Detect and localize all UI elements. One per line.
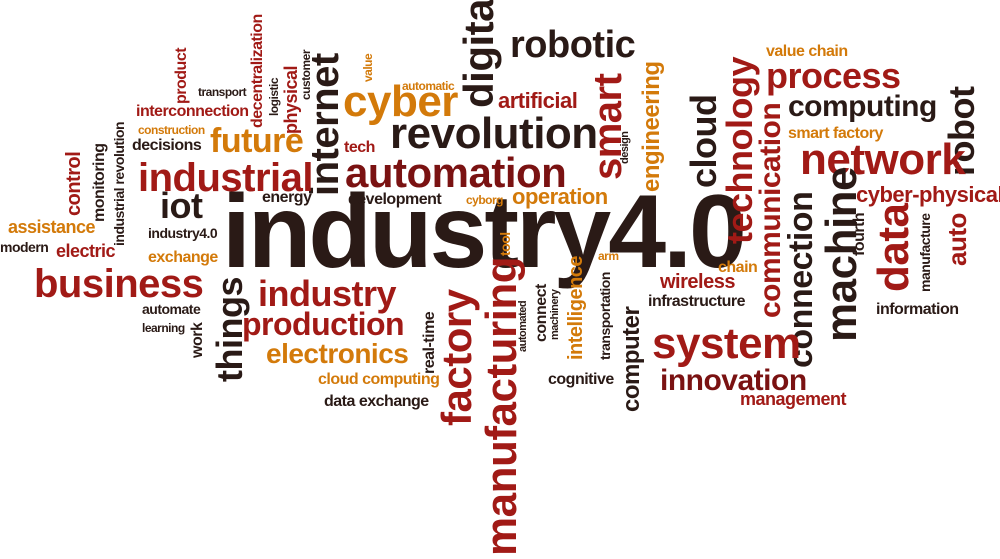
word-factory: factory — [433, 289, 480, 426]
word-physical: physical — [281, 65, 301, 134]
word-automate: automate — [142, 301, 201, 317]
word-computer: computer — [618, 306, 645, 412]
word-value: value — [361, 53, 375, 82]
word-transportation: transportation — [597, 272, 613, 360]
word-industry: industry — [258, 273, 397, 314]
word-electronics: electronics — [266, 338, 409, 369]
word-machinery: machinery — [549, 289, 561, 340]
word-energy: energy — [262, 189, 312, 206]
word-smart: smart — [586, 73, 630, 180]
word-future: future — [210, 122, 304, 160]
word-cyber: cyber — [343, 77, 458, 126]
word-process: process — [766, 55, 901, 96]
word-digital: digital — [455, 0, 502, 108]
word-product: product — [173, 47, 190, 104]
word-network: network — [800, 135, 966, 184]
word-iot: iot — [160, 185, 203, 226]
word-automated: automated — [517, 300, 529, 352]
word-work: work — [189, 322, 206, 358]
word-industrial: industrial — [138, 156, 314, 200]
word-business: business — [34, 262, 204, 306]
word-customer: customer — [299, 49, 313, 100]
word-intelligence: intelligence — [565, 255, 587, 360]
word-transport: transport — [198, 85, 247, 99]
word-industrial-revolution: industrial revolution — [111, 121, 127, 246]
word-interconnection: interconnection — [136, 103, 249, 120]
word-arm: arm — [598, 249, 619, 263]
word-computing: computing — [788, 90, 937, 123]
word-infrastructure: infrastructure — [648, 293, 746, 310]
word-artificial: artificial — [498, 88, 578, 113]
word-cloud-computing: cloud computing — [318, 371, 440, 388]
word-data-exchange: data exchange — [324, 393, 429, 410]
word-connect: connect — [533, 284, 550, 342]
word-cyborg: cyborg — [466, 193, 504, 207]
word-things: things — [209, 277, 250, 382]
word-system: system — [652, 319, 801, 368]
word-data: data — [869, 203, 918, 292]
word-production: production — [242, 306, 405, 342]
word-cyber-physical: cyber-physical — [856, 182, 1000, 207]
word-chain: chain — [718, 259, 758, 276]
word-manufacture: manufacture — [917, 213, 933, 292]
word-auto: auto — [942, 213, 972, 266]
word-tech: tech — [344, 139, 375, 156]
word-decentralization: decentralization — [249, 14, 266, 128]
word-technology: technology — [719, 56, 760, 244]
word-industry40: industry4.0 — [222, 174, 747, 290]
word-real-time: real-time — [421, 311, 438, 374]
word-learning: learning — [142, 321, 185, 335]
word-cloud: cloud — [683, 94, 724, 189]
word-industry40-small: industry4.0 — [148, 225, 218, 241]
word-decisions: decisions — [132, 137, 202, 154]
word-exchange: exchange — [148, 249, 218, 266]
word-cognitive: cognitive — [548, 371, 614, 388]
word-operation: operation — [512, 184, 608, 209]
word-control: control — [63, 151, 85, 216]
word-value-chain: value chain — [766, 43, 848, 60]
word-automatic: automatic — [402, 79, 455, 93]
word-monitoring: monitoring — [91, 143, 108, 222]
word-electric: electric — [56, 241, 116, 261]
word-wireless: wireless — [660, 271, 735, 293]
word-management: management — [740, 389, 847, 409]
word-information: information — [876, 301, 959, 318]
word-logistic: logistic — [267, 77, 281, 116]
word-modern: modern — [0, 239, 49, 255]
word-revolution: revolution — [390, 109, 598, 158]
word-assistance: assistance — [8, 217, 96, 237]
word-construction: construction — [138, 123, 205, 137]
word-innovation: innovation — [660, 364, 807, 397]
word-smart-factory: smart factory — [788, 125, 883, 142]
word-fourth: fourth — [851, 212, 868, 256]
word-automation: automation — [345, 149, 567, 196]
word-design: design — [619, 131, 631, 164]
word-tool: tool — [497, 232, 513, 256]
word-development: development — [348, 191, 442, 208]
word-robotic: robotic — [510, 24, 636, 66]
word-engineering: engineering — [638, 61, 665, 192]
